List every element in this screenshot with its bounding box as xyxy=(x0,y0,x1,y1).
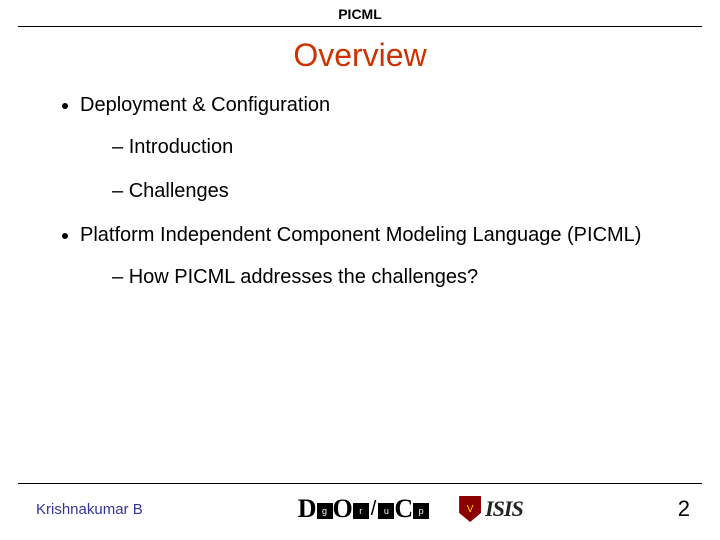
shield-glyph: V xyxy=(467,504,474,515)
footer-logos: D g O r / u C p V ISIS xyxy=(298,494,523,524)
logo-box-u: u xyxy=(378,503,394,519)
sub-bullet-text: How PICML addresses the challenges? xyxy=(129,266,478,288)
logo-slash: / xyxy=(369,498,379,521)
logo-box-r: r xyxy=(353,503,369,519)
footer-rule xyxy=(18,483,702,484)
footer-row: Krishnakumar B D g O r / u C p V ISIS xyxy=(0,494,720,524)
page-number: 2 xyxy=(678,496,690,522)
bullet-item: Deployment & Configuration Introduction … xyxy=(80,92,680,204)
sub-bullet-list: How PICML addresses the challenges? xyxy=(112,264,680,290)
isis-text: ISIS xyxy=(485,496,523,522)
logo-letter-o: O xyxy=(333,494,353,524)
content-area: Deployment & Configuration Introduction … xyxy=(0,92,720,290)
bullet-list: Deployment & Configuration Introduction … xyxy=(80,92,680,290)
logo-letter-d: D xyxy=(298,494,317,524)
bullet-text: Platform Independent Component Modeling … xyxy=(80,224,641,246)
sub-bullet-item: How PICML addresses the challenges? xyxy=(112,264,680,290)
author-name: Krishnakumar B xyxy=(36,501,143,518)
bullet-item: Platform Independent Component Modeling … xyxy=(80,222,680,290)
sub-bullet-item: Introduction xyxy=(112,134,680,160)
logo-box-g: g xyxy=(317,503,333,519)
header-rule xyxy=(18,26,702,27)
isis-logo: V ISIS xyxy=(459,496,523,522)
slide-title: Overview xyxy=(0,37,720,74)
bullet-text: Deployment & Configuration xyxy=(80,94,330,116)
sub-bullet-list: Introduction Challenges xyxy=(112,134,680,204)
shield-icon: V xyxy=(459,496,481,522)
sub-bullet-item: Challenges xyxy=(112,178,680,204)
sub-bullet-text: Introduction xyxy=(129,136,234,158)
sub-bullet-text: Challenges xyxy=(129,180,229,202)
logo-box-p: p xyxy=(413,503,429,519)
header-label: PICML xyxy=(0,0,720,26)
doc-group-logo: D g O r / u C p xyxy=(298,494,429,524)
slide: PICML Overview Deployment & Configuratio… xyxy=(0,0,720,540)
logo-letter-c: C xyxy=(394,494,413,524)
footer: Krishnakumar B D g O r / u C p V ISIS xyxy=(0,483,720,524)
